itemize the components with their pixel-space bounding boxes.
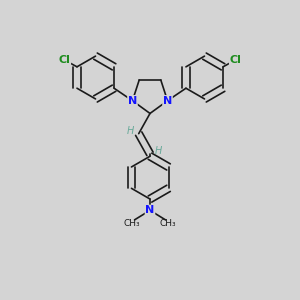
Text: Cl: Cl bbox=[230, 55, 242, 65]
Text: N: N bbox=[146, 205, 154, 215]
Text: H: H bbox=[127, 126, 134, 136]
Text: CH₃: CH₃ bbox=[124, 219, 140, 228]
Text: N: N bbox=[128, 96, 137, 106]
Text: H: H bbox=[154, 146, 162, 157]
Text: N: N bbox=[163, 96, 172, 106]
Text: Cl: Cl bbox=[58, 55, 70, 65]
Text: CH₃: CH₃ bbox=[160, 219, 176, 228]
